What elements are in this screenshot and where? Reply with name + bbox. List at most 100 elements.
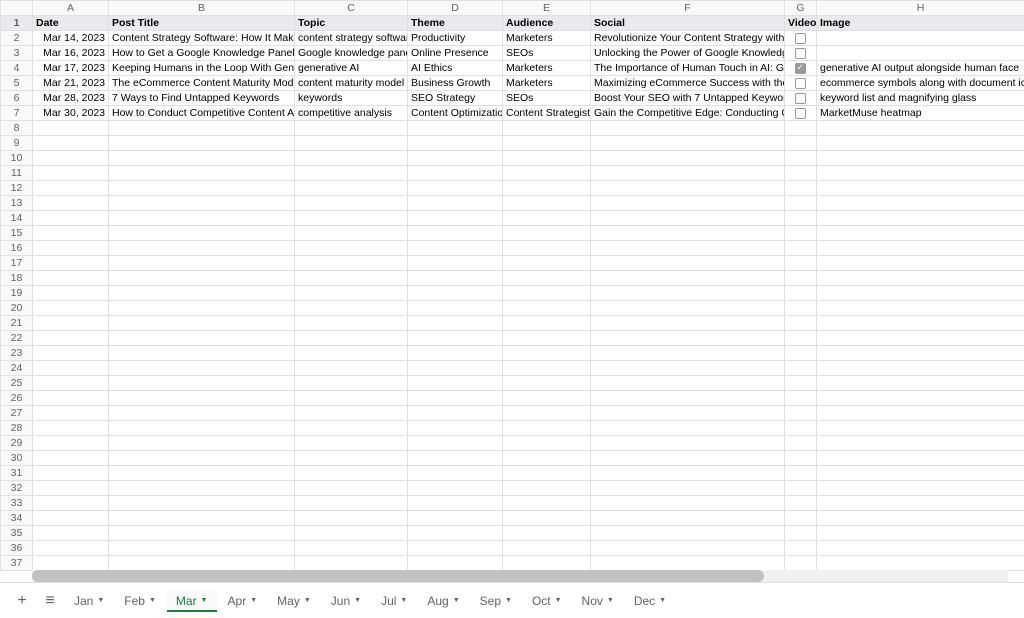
cell[interactable] — [295, 496, 408, 511]
cell[interactable] — [33, 541, 109, 556]
sheet-tab-apr[interactable]: Apr▼ — [219, 590, 267, 612]
sheet-tab-jan[interactable]: Jan▼ — [65, 590, 113, 612]
cell[interactable] — [785, 331, 817, 346]
cell[interactable] — [817, 331, 1024, 346]
cell[interactable] — [503, 211, 591, 226]
cell[interactable] — [591, 136, 785, 151]
cell[interactable] — [33, 136, 109, 151]
row-header[interactable]: 37 — [1, 556, 33, 571]
cell[interactable] — [817, 211, 1024, 226]
cell[interactable] — [785, 271, 817, 286]
cell[interactable]: 7 Ways to Find Untapped Keywords — [109, 91, 295, 106]
cell[interactable] — [817, 376, 1024, 391]
cell[interactable] — [503, 391, 591, 406]
cell[interactable] — [591, 151, 785, 166]
checkbox-icon[interactable] — [795, 48, 806, 59]
cell[interactable] — [109, 241, 295, 256]
cell[interactable]: How to Conduct Competitive Content Anal — [109, 106, 295, 121]
cell[interactable] — [591, 391, 785, 406]
cell[interactable]: AI Ethics — [408, 61, 503, 76]
cell[interactable] — [503, 256, 591, 271]
cell[interactable] — [503, 151, 591, 166]
cell[interactable] — [591, 541, 785, 556]
column-header-B[interactable]: B — [109, 1, 295, 16]
row-header[interactable]: 15 — [1, 226, 33, 241]
cell[interactable] — [295, 406, 408, 421]
horizontal-scrollbar-thumb[interactable] — [32, 570, 764, 582]
sheet-tab-feb[interactable]: Feb▼ — [115, 590, 165, 612]
cell[interactable] — [503, 286, 591, 301]
cell[interactable]: content maturity model — [295, 76, 408, 91]
cell[interactable] — [295, 316, 408, 331]
cell[interactable] — [295, 466, 408, 481]
cell[interactable] — [109, 346, 295, 361]
cell[interactable]: The Importance of Human Touch in AI: Gen — [591, 61, 785, 76]
cell[interactable] — [408, 331, 503, 346]
cell[interactable] — [408, 301, 503, 316]
video-cell[interactable] — [785, 46, 817, 61]
row-header[interactable]: 34 — [1, 511, 33, 526]
cell[interactable] — [503, 166, 591, 181]
header-cell[interactable]: Theme — [408, 16, 503, 31]
cell[interactable]: Maximizing eCommerce Success with the C — [591, 76, 785, 91]
cell[interactable]: keywords — [295, 91, 408, 106]
row-header[interactable]: 14 — [1, 211, 33, 226]
cell[interactable] — [591, 436, 785, 451]
cell[interactable] — [503, 136, 591, 151]
cell[interactable] — [295, 226, 408, 241]
cell[interactable]: Mar 14, 2023 — [33, 31, 109, 46]
chevron-down-icon[interactable]: ▼ — [400, 597, 407, 604]
cell[interactable] — [503, 526, 591, 541]
chevron-down-icon[interactable]: ▼ — [304, 597, 311, 604]
cell[interactable] — [295, 541, 408, 556]
cell[interactable] — [785, 346, 817, 361]
cell[interactable] — [295, 481, 408, 496]
cell[interactable]: Content Strategists — [503, 106, 591, 121]
cell[interactable] — [785, 496, 817, 511]
cell[interactable] — [295, 121, 408, 136]
cell[interactable] — [591, 181, 785, 196]
cell[interactable] — [33, 376, 109, 391]
checkbox-icon[interactable] — [795, 78, 806, 89]
cell[interactable] — [33, 151, 109, 166]
cell[interactable] — [109, 136, 295, 151]
cell[interactable]: Google knowledge panel — [295, 46, 408, 61]
select-all-corner[interactable] — [1, 1, 33, 16]
cell[interactable] — [503, 271, 591, 286]
cell[interactable]: Marketers — [503, 76, 591, 91]
cell[interactable] — [817, 46, 1024, 61]
cell[interactable] — [503, 436, 591, 451]
cell[interactable] — [817, 466, 1024, 481]
cell[interactable]: generative AI — [295, 61, 408, 76]
cell[interactable] — [408, 376, 503, 391]
cell[interactable] — [817, 421, 1024, 436]
cell[interactable] — [109, 211, 295, 226]
cell[interactable] — [817, 31, 1024, 46]
row-header[interactable]: 16 — [1, 241, 33, 256]
cell[interactable] — [295, 526, 408, 541]
column-header-F[interactable]: F — [591, 1, 785, 16]
cell[interactable] — [408, 436, 503, 451]
row-header[interactable]: 12 — [1, 181, 33, 196]
chevron-down-icon[interactable]: ▼ — [97, 597, 104, 604]
checkbox-icon[interactable] — [795, 108, 806, 119]
chevron-down-icon[interactable]: ▼ — [453, 597, 460, 604]
cell[interactable] — [408, 286, 503, 301]
sheet-tab-may[interactable]: May▼ — [268, 590, 320, 612]
sheet-tab-jun[interactable]: Jun▼ — [322, 590, 370, 612]
cell[interactable] — [295, 166, 408, 181]
cell[interactable]: Mar 21, 2023 — [33, 76, 109, 91]
cell[interactable] — [785, 466, 817, 481]
row-header[interactable]: 30 — [1, 451, 33, 466]
cell[interactable] — [817, 346, 1024, 361]
cell[interactable] — [591, 301, 785, 316]
cell[interactable] — [503, 331, 591, 346]
row-header[interactable]: 31 — [1, 466, 33, 481]
cell[interactable] — [503, 466, 591, 481]
row-header[interactable]: 4 — [1, 61, 33, 76]
cell[interactable] — [785, 181, 817, 196]
cell[interactable] — [33, 181, 109, 196]
chevron-down-icon[interactable]: ▼ — [555, 597, 562, 604]
column-header-D[interactable]: D — [408, 1, 503, 16]
cell[interactable]: Online Presence — [408, 46, 503, 61]
